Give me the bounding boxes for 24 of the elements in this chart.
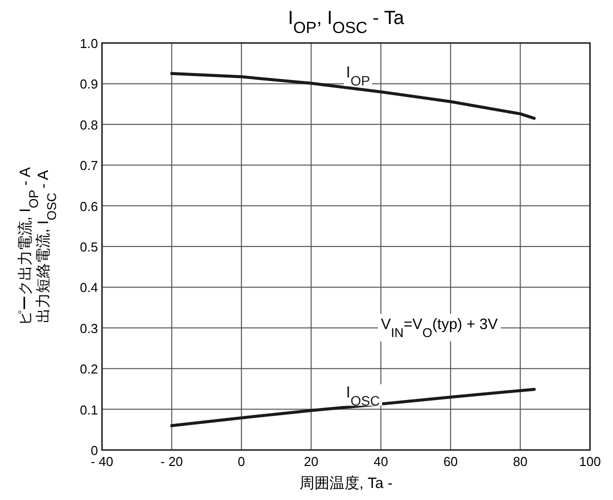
- y-tick-label: 0.7: [80, 158, 98, 174]
- x-tick-label: - 20: [160, 454, 183, 469]
- line-series: [170, 72, 536, 120]
- x-tick-label: 40: [374, 454, 388, 469]
- line-series: [170, 388, 536, 428]
- y-tick-label: 1.0: [80, 36, 98, 51]
- series-label: I$_{OP}$: [346, 64, 370, 88]
- annotation: V$_{IN}$=V$_{O}$(typ) + 3V: [380, 316, 498, 340]
- y-tick-label: 0.2: [80, 362, 98, 377]
- x-tick-label: 80: [513, 454, 528, 469]
- y-tick-label: 0.8: [80, 117, 98, 132]
- x-tick-label: 0: [238, 454, 246, 469]
- x-tick-label: 20: [304, 454, 318, 469]
- series-label: I$_{OSC}$: [346, 384, 380, 408]
- y-tick-label: 0.1: [80, 402, 98, 418]
- y-tick-label: 0.5: [80, 240, 98, 254]
- y-tick-label: 0.6: [80, 198, 98, 214]
- y-tick-label: 0.9: [80, 76, 98, 92]
- y-tick-label: 0.3: [80, 320, 98, 336]
- chart-title: I$_{OP}$, I$_{OSC}$ - Ta: [288, 8, 404, 37]
- y-tick-label: 0.4: [80, 280, 98, 296]
- x-tick-label: 100: [579, 454, 601, 469]
- x-tick-label: 60: [443, 454, 458, 469]
- x-axis-title: 周囲温度, Ta -: [299, 475, 393, 492]
